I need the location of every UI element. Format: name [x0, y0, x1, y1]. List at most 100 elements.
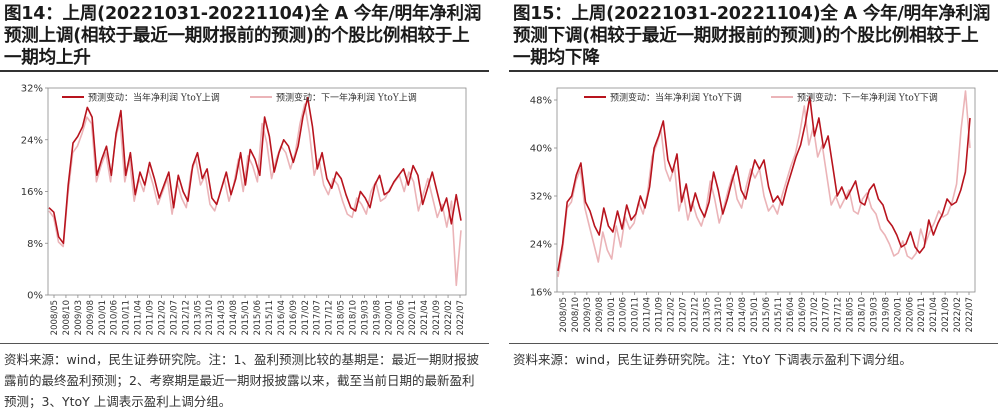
x-tick-label: 2022/07	[456, 300, 466, 335]
x-tick-label: 2021/04	[420, 300, 430, 335]
series-line-current-year	[557, 96, 971, 272]
x-tick-label: 2018/05	[337, 300, 347, 335]
y-tick-label: 0%	[27, 291, 43, 302]
line-chart-earnings-downgrade: 16% 24% 32% 40% 48% 2008/05 2008/10 2009/03 2009…	[530, 87, 976, 332]
x-tick-label: 2018/05	[846, 297, 856, 332]
x-tick-label: 2020/11	[917, 297, 927, 332]
x-tick-label: 2016/09	[798, 297, 808, 332]
y-tick-label: 32%	[530, 192, 552, 203]
x-tick-label: 2015/01	[750, 297, 760, 332]
chart-title-right: 图15：上周(20221031-20221104)全 A 今年/明年净利润预测下…	[513, 4, 991, 68]
x-tick-label: 2012/12	[181, 300, 191, 335]
x-tick-label: 2017/07	[822, 297, 832, 332]
source-note-right: 资料来源：wind，民生证券研究院。注：YtoY 下调表示盈利下调分组。	[513, 352, 912, 367]
x-tick-label: 2022/02	[444, 300, 454, 335]
x-tick-label: 2011/09	[655, 297, 665, 332]
series-line-current-year	[48, 96, 462, 245]
chart-panel-right: 图15：上周(20221031-20221104)全 A 今年/明年净利润预测下…	[509, 0, 998, 419]
line-chart-earnings-upgrade: 0% 8% 16% 24% 32% 2008/05 2008/10 2009/03 2009/0…	[21, 84, 467, 335]
y-tick-label: 48%	[530, 96, 552, 107]
plot-area	[556, 87, 976, 293]
x-tick-label: 2008/05	[50, 300, 60, 335]
x-tick-label: 2009/03	[74, 300, 84, 335]
x-tick-label: 2010/11	[122, 300, 132, 335]
x-tick-label: 2019/03	[360, 300, 370, 335]
y-tick-label: 8%	[27, 239, 43, 250]
source-note-left: 资料来源：wind，民生证券研究院。注：1、盈利预测比较的基期是：最近一期财报披…	[4, 352, 480, 409]
x-tick-label: 2011/09	[146, 300, 156, 335]
x-tick-label: 2022/07	[965, 297, 975, 332]
y-tick-label: 16%	[530, 288, 552, 299]
x-tick-label: 2019/08	[881, 297, 891, 332]
x-tick-label: 2010/01	[607, 297, 617, 332]
x-tick-label: 2017/12	[834, 297, 844, 332]
x-tick-label: 2020/06	[905, 297, 915, 332]
x-tick-label: 2015/06	[762, 297, 772, 332]
x-tick-label: 2011/04	[643, 297, 653, 332]
legend-label: 预测变动：下一年净利润 YtoY下调	[797, 92, 938, 104]
x-tick-label: 2017/02	[301, 300, 311, 335]
x-tick-label: 2021/09	[432, 300, 442, 335]
source-divider-left	[0, 343, 489, 344]
source-divider-right	[509, 343, 998, 344]
y-tick-label: 40%	[530, 144, 552, 155]
x-tick-label: 2022/02	[953, 297, 963, 332]
x-tick-label: 2012/02	[666, 297, 676, 332]
legend-label: 预测变动：当年净利润 YtoY上调	[88, 92, 220, 104]
x-tick-label: 2013/05	[193, 300, 203, 335]
x-tick-label: 2009/03	[583, 297, 593, 332]
x-tick-label: 2010/01	[98, 300, 108, 335]
x-tick-label: 2020/01	[893, 297, 903, 332]
title-divider-left	[0, 70, 489, 72]
x-tick-label: 2020/11	[408, 300, 418, 335]
x-tick-label: 2011/04	[134, 300, 144, 335]
x-tick-label: 2010/06	[619, 297, 629, 332]
x-tick-label: 2017/02	[810, 297, 820, 332]
plot-area	[47, 87, 467, 296]
x-tick-label: 2021/09	[941, 297, 951, 332]
x-tick-label: 2009/08	[595, 297, 605, 332]
x-tick-label: 2013/05	[702, 297, 712, 332]
x-tick-label: 2016/04	[277, 300, 287, 335]
y-tick-label: 32%	[21, 84, 43, 95]
y-tick-label: 24%	[21, 135, 43, 146]
title-divider-right	[509, 70, 998, 72]
x-tick-label: 2010/11	[631, 297, 641, 332]
x-tick-label: 2014/03	[217, 300, 227, 335]
x-tick-label: 2020/06	[396, 300, 406, 335]
x-tick-label: 2012/07	[678, 297, 688, 332]
x-tick-label: 2018/10	[858, 297, 868, 332]
chart-title-left: 图14：上周(20221031-20221104)全 A 今年/明年净利润预测上…	[4, 4, 482, 68]
series-line-next-year	[48, 103, 462, 287]
x-tick-label: 2019/03	[869, 297, 879, 332]
x-tick-label: 2019/08	[372, 300, 382, 335]
x-tick-label: 2013/10	[714, 297, 724, 332]
series-line-next-year	[557, 90, 971, 278]
x-tick-label: 2018/10	[349, 300, 359, 335]
x-tick-label: 2008/10	[571, 297, 581, 332]
x-tick-label: 2012/12	[690, 297, 700, 332]
x-tick-label: 2020/01	[384, 300, 394, 335]
x-tick-label: 2009/08	[86, 300, 96, 335]
x-tick-label: 2008/10	[62, 300, 72, 335]
x-tick-label: 2016/04	[786, 297, 796, 332]
x-tick-label: 2017/07	[313, 300, 323, 335]
x-tick-label: 2008/05	[559, 297, 569, 332]
y-tick-label: 24%	[530, 240, 552, 251]
x-tick-label: 2012/07	[169, 300, 179, 335]
x-tick-label: 2012/02	[157, 300, 167, 335]
x-tick-label: 2014/08	[738, 297, 748, 332]
legend-label: 预测变动：下一年净利润 YtoY上调	[276, 92, 417, 104]
chart-panel-left: 图14：上周(20221031-20221104)全 A 今年/明年净利润预测上…	[0, 0, 489, 419]
x-tick-label: 2015/06	[253, 300, 263, 335]
x-tick-label: 2016/09	[289, 300, 299, 335]
x-tick-label: 2010/06	[110, 300, 120, 335]
x-tick-label: 2021/04	[929, 297, 939, 332]
x-tick-label: 2014/03	[726, 297, 736, 332]
legend-label: 预测变动：当年净利润 YtoY下调	[610, 92, 742, 104]
x-tick-label: 2015/01	[241, 300, 251, 335]
x-tick-label: 2015/11	[774, 297, 784, 332]
y-tick-label: 16%	[21, 187, 43, 198]
x-tick-label: 2015/11	[265, 300, 275, 335]
x-tick-label: 2014/08	[229, 300, 239, 335]
